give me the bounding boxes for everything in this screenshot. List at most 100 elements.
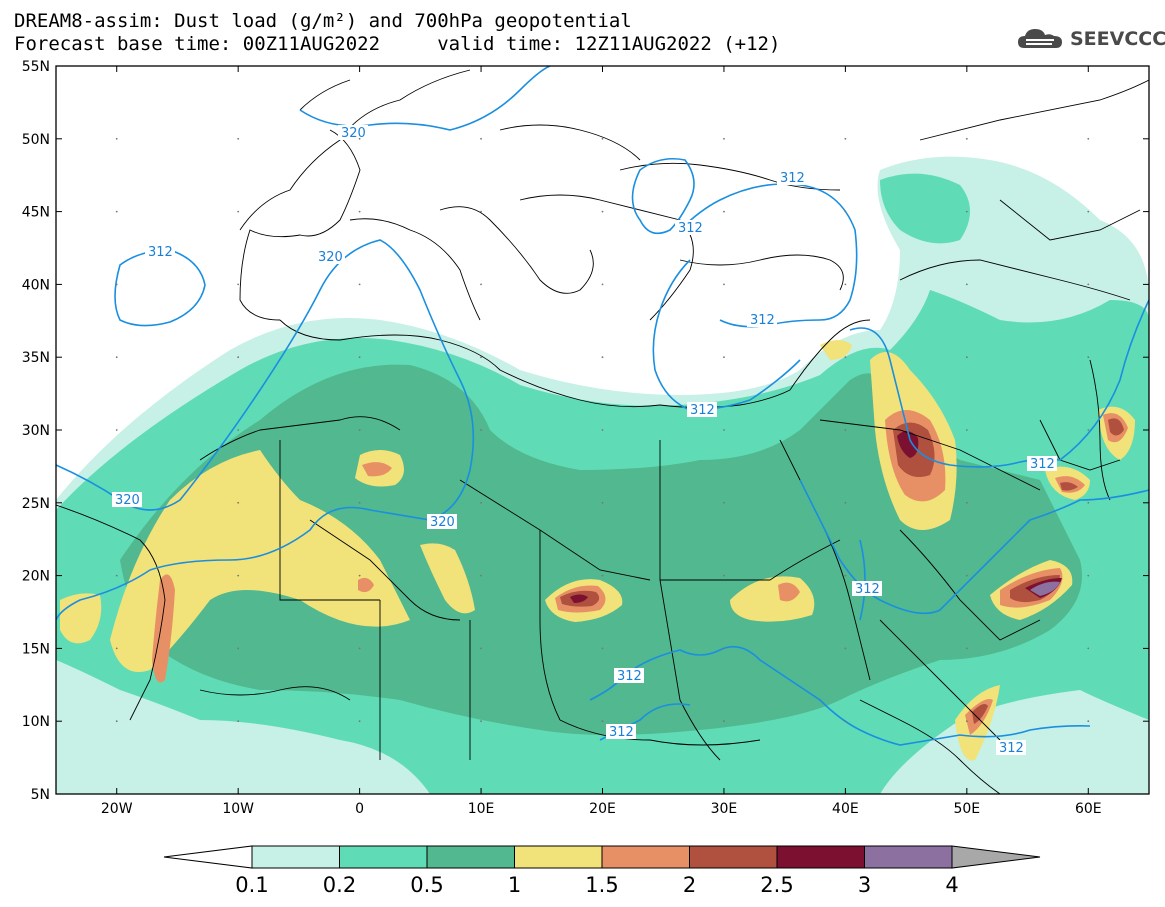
grid-dot (601, 647, 604, 650)
grid-dot (358, 574, 361, 577)
grid-dot (115, 429, 118, 431)
grid-dot (480, 647, 482, 650)
grid-dot (480, 574, 482, 577)
grid-dot (965, 137, 968, 140)
grid-dot (237, 283, 240, 286)
axis-tick-marks (56, 65, 1149, 795)
grid-dot (237, 501, 240, 504)
grid-dot (965, 356, 968, 359)
grid-dot (115, 501, 118, 504)
colorbar-swatch (514, 845, 603, 869)
grid-dot (844, 574, 847, 577)
lon-tick-label: 60E (1075, 801, 1102, 817)
grid-dot (115, 720, 118, 723)
geopotential-contours (56, 66, 1149, 746)
map-title: DREAM8-assim: Dust load (g/m²) and 700hP… (14, 10, 632, 32)
colorbar-label: 0.5 (410, 873, 443, 897)
grid-dot (723, 210, 725, 213)
lat-tick-label: 25N (22, 496, 50, 512)
grid-dot (601, 574, 604, 577)
lat-tick-label: 45N (22, 205, 50, 221)
contour-label-312: 312 (678, 221, 703, 236)
forecast-time-subtitle: Forecast base time: 00Z11AUG2022 valid t… (14, 33, 781, 55)
colorbar-under-triangle (163, 845, 253, 869)
grid-dot (237, 210, 240, 213)
grid-dot (480, 283, 482, 286)
grid-dot (1087, 210, 1090, 213)
lon-tick-label: 10W (222, 801, 254, 817)
dust-field (56, 156, 1149, 794)
grid-dot (115, 356, 118, 359)
lon-tick-label: 30E (711, 801, 738, 817)
lat-tick-label: 15N (22, 641, 50, 657)
grid-dot (844, 356, 847, 359)
colorbar-over-triangle (951, 845, 1041, 869)
colorbar-swatch (776, 845, 865, 869)
grid-dot (601, 137, 604, 140)
grid-dot (480, 720, 482, 723)
grid-dot (480, 501, 482, 504)
grid-dot (1087, 137, 1090, 140)
grid-dot (965, 210, 968, 213)
lat-tick-label: 20N (22, 569, 50, 585)
lon-tick-label: 10E (468, 801, 495, 817)
grid-dot (480, 210, 482, 213)
grid-dot (237, 356, 240, 359)
grid-dot (844, 429, 847, 431)
grid-dot (965, 574, 968, 577)
colorbar-label: 1.5 (585, 873, 618, 897)
grid-dot (844, 137, 847, 140)
grid-dot (601, 720, 604, 723)
grid-dot (723, 137, 725, 140)
colorbar-swatch (689, 845, 778, 869)
lat-tick-label: 50N (22, 132, 50, 148)
colorbar-swatch (251, 845, 340, 869)
grid-dot (601, 501, 604, 504)
grid-dot (844, 647, 847, 650)
colorbar-label: 3 (858, 873, 871, 897)
grid-dot (237, 647, 240, 650)
grid-dot (965, 501, 968, 504)
grid-dot (965, 647, 968, 650)
colorbar-label: 4 (945, 873, 958, 897)
lon-tick-label: 20E (589, 801, 616, 817)
grid-dot (115, 210, 118, 213)
contour-label-320: 320 (115, 493, 140, 508)
grid-dot (965, 429, 968, 431)
colorbar-swatch (601, 845, 690, 869)
grid-dot (1087, 574, 1090, 577)
grid-dot (1087, 647, 1090, 650)
grid-dot (844, 501, 847, 504)
lon-tick-label: 0 (355, 801, 364, 817)
grid-dot (358, 501, 361, 504)
lat-tick-label: 10N (22, 714, 50, 730)
grid-dot (237, 574, 240, 577)
grid-dot (1087, 283, 1090, 286)
contour-label-312: 312 (148, 245, 173, 260)
grid-dot (601, 429, 604, 431)
grid-dot (723, 283, 725, 286)
grid-dot (237, 720, 240, 723)
grid-dot (723, 501, 725, 504)
colorbar-label: 2 (683, 873, 696, 897)
contour-label-320: 320 (318, 250, 343, 265)
contour-label-312: 312 (750, 313, 775, 328)
grid-dot (965, 283, 968, 286)
grid-dot (723, 720, 725, 723)
grid-dot (115, 137, 118, 140)
grid-dot (358, 720, 361, 723)
colorbar-label: 2.5 (760, 873, 793, 897)
colorbar-label: 0.1 (235, 873, 268, 897)
lat-tick-label: 5N (31, 787, 50, 803)
lat-tick-label: 40N (22, 277, 50, 293)
lon-tick-label: 20W (101, 801, 133, 817)
cloud-logo-icon (1018, 29, 1062, 48)
grid-dot (115, 647, 118, 650)
latitude-axis: 55N 50N 45N 40N 35N 30N 25N 20N 15N 10N … (22, 59, 50, 803)
grid-dot (844, 210, 847, 213)
grid-dot (723, 429, 725, 431)
contour-label-312: 312 (609, 725, 634, 740)
contour-label-312: 312 (617, 669, 642, 684)
grid-dot (601, 356, 604, 359)
